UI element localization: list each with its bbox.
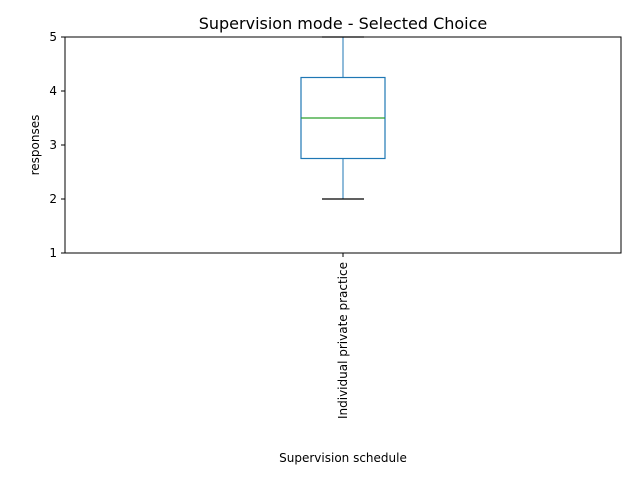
y-tick-label: 3 (49, 138, 57, 152)
chart-title: Supervision mode - Selected Choice (199, 14, 488, 33)
y-tick-label: 1 (49, 246, 57, 260)
plot-frame (64, 36, 622, 254)
y-axis-label: responses (28, 115, 42, 176)
x-axis-label: Supervision schedule (279, 451, 407, 465)
y-tick-label: 5 (49, 30, 57, 44)
x-tick-label: Individual private practice (336, 262, 350, 419)
y-tick-label: 2 (49, 192, 57, 206)
y-axis-ticks: 1 2 3 4 5 (49, 30, 65, 260)
x-axis-ticks: Individual private practice (336, 253, 350, 419)
y-tick-label: 4 (49, 84, 57, 98)
